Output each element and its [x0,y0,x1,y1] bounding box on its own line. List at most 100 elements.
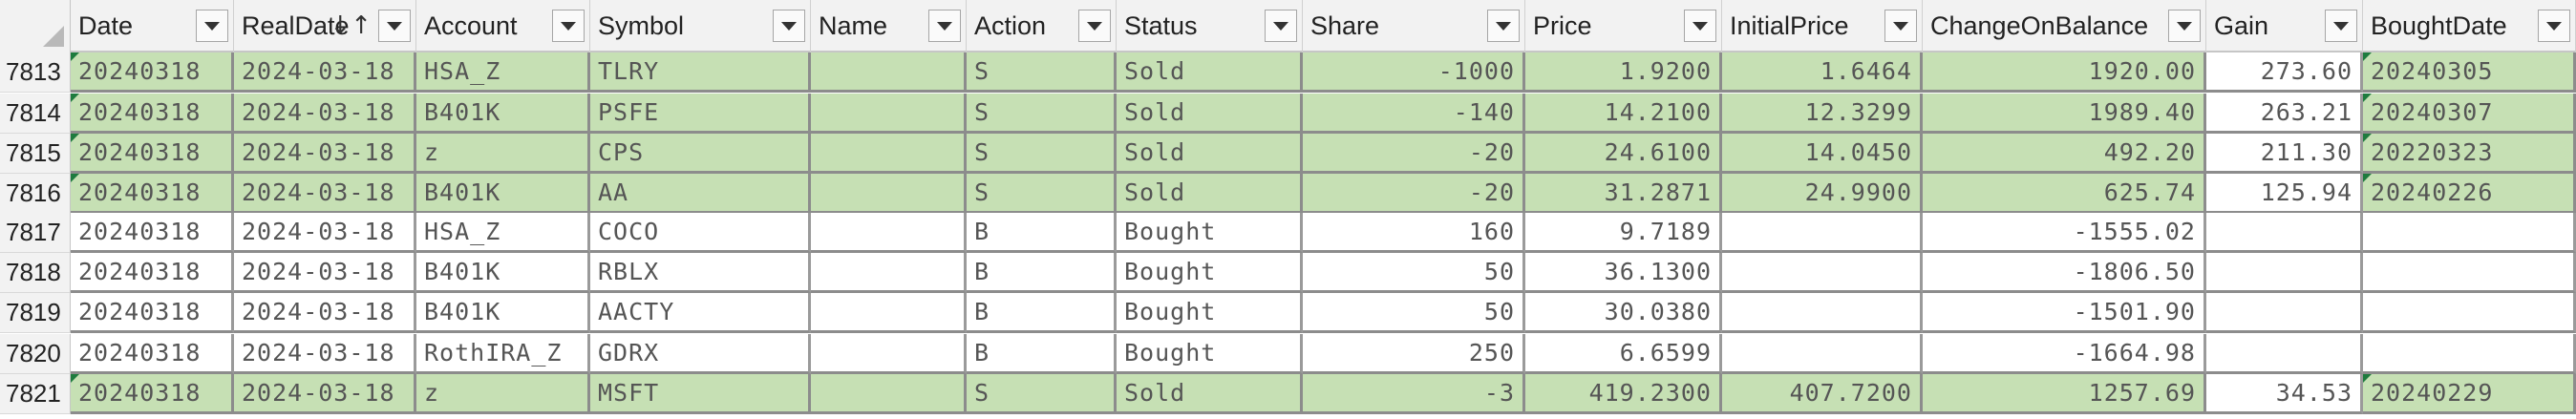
cell-price[interactable]: 1.9200 [1525,52,1722,93]
column-header-account[interactable]: Account [416,0,590,52]
cell-symbol[interactable]: GDRX [590,334,811,374]
cell-changeonbalance[interactable]: 1257.69 [1923,374,2206,414]
filter-dropdown-button[interactable] [928,10,961,42]
select-all-corner[interactable] [0,0,71,52]
cell-name[interactable] [811,334,967,374]
cell-account[interactable]: z [416,134,590,174]
row-number[interactable]: 7816 [0,174,71,214]
cell-status[interactable]: Sold [1117,134,1303,174]
cell-gain[interactable]: 34.53 [2206,374,2363,414]
filter-dropdown-button[interactable] [1265,10,1297,42]
column-header-date[interactable]: Date [71,0,234,52]
cell-symbol[interactable]: PSFE [590,94,811,134]
cell-initialprice[interactable]: 12.3299 [1722,94,1923,134]
column-header-name[interactable]: Name [811,0,967,52]
row-number[interactable]: 7815 [0,134,71,174]
row-number[interactable]: 7819 [0,293,71,333]
column-header-share[interactable]: Share [1303,0,1525,52]
cell-boughtdate[interactable] [2363,253,2576,293]
cell-action[interactable]: B [967,213,1117,253]
cell-realdate[interactable]: 2024-03-18 [234,52,416,93]
cell-boughtdate[interactable]: 20240307 [2363,94,2576,134]
cell-price[interactable]: 419.2300 [1525,374,1722,414]
row-number[interactable]: 7821 [0,374,71,414]
cell-share[interactable]: 160 [1303,213,1525,253]
cell-realdate[interactable]: 2024-03-18 [234,213,416,253]
cell-action[interactable]: S [967,134,1117,174]
filter-dropdown-button[interactable] [1684,10,1716,42]
cell-account[interactable]: B401K [416,293,590,333]
cell-date[interactable]: 20240318 [71,334,234,374]
cell-changeonbalance[interactable]: 1920.00 [1923,52,2206,93]
cell-boughtdate[interactable] [2363,293,2576,333]
cell-changeonbalance[interactable]: -1555.02 [1923,213,2206,253]
cell-symbol[interactable]: CPS [590,134,811,174]
column-header-initialprice[interactable]: InitialPrice [1722,0,1923,52]
cell-initialprice[interactable] [1722,253,1923,293]
cell-name[interactable] [811,293,967,333]
cell-status[interactable]: Sold [1117,94,1303,134]
cell-symbol[interactable]: AA [590,174,811,214]
cell-gain[interactable]: 211.30 [2206,134,2363,174]
row-number[interactable]: 7818 [0,253,71,293]
cell-initialprice[interactable]: 1.6464 [1722,52,1923,93]
cell-name[interactable] [811,374,967,414]
cell-price[interactable]: 9.7189 [1525,213,1722,253]
cell-name[interactable] [811,253,967,293]
column-header-realdate[interactable]: RealDate ↓↑ [234,0,416,52]
cell-realdate[interactable]: 2024-03-18 [234,374,416,414]
cell-share[interactable]: -1000 [1303,52,1525,93]
cell-gain[interactable] [2206,213,2363,253]
cell-share[interactable]: 50 [1303,293,1525,333]
cell-account[interactable]: HSA_Z [416,213,590,253]
cell-date[interactable]: 20240318 [71,374,234,414]
cell-account[interactable]: B401K [416,94,590,134]
cell-gain[interactable]: 273.60 [2206,52,2363,93]
cell-gain[interactable] [2206,253,2363,293]
cell-boughtdate[interactable] [2363,334,2576,374]
cell-realdate[interactable]: 2024-03-18 [234,253,416,293]
cell-date[interactable]: 20240318 [71,134,234,174]
column-header-action[interactable]: Action [967,0,1117,52]
cell-share[interactable]: 250 [1303,334,1525,374]
cell-realdate[interactable]: 2024-03-18 [234,94,416,134]
cell-boughtdate[interactable] [2363,213,2576,253]
cell-status[interactable]: Sold [1117,174,1303,214]
cell-symbol[interactable]: MSFT [590,374,811,414]
filter-dropdown-button[interactable] [1487,10,1520,42]
cell-account[interactable]: z [416,374,590,414]
cell-symbol[interactable]: TLRY [590,52,811,93]
cell-name[interactable] [811,134,967,174]
cell-changeonbalance[interactable]: 1989.40 [1923,94,2206,134]
column-header-symbol[interactable]: Symbol [590,0,811,52]
cell-account[interactable]: B401K [416,253,590,293]
cell-realdate[interactable]: 2024-03-18 [234,134,416,174]
cell-action[interactable]: B [967,293,1117,333]
cell-share[interactable]: 50 [1303,253,1525,293]
cell-action[interactable]: S [967,52,1117,93]
cell-changeonbalance[interactable]: 492.20 [1923,134,2206,174]
cell-initialprice[interactable]: 14.0450 [1722,134,1923,174]
cell-changeonbalance[interactable]: -1806.50 [1923,253,2206,293]
cell-action[interactable]: S [967,94,1117,134]
cell-action[interactable]: S [967,374,1117,414]
cell-share[interactable]: -20 [1303,134,1525,174]
cell-symbol[interactable]: COCO [590,213,811,253]
cell-price[interactable]: 6.6599 [1525,334,1722,374]
row-number[interactable]: 7817 [0,213,71,253]
filter-dropdown-button[interactable] [2325,10,2357,42]
cell-date[interactable]: 20240318 [71,52,234,93]
cell-account[interactable]: HSA_Z [416,52,590,93]
cell-price[interactable]: 36.1300 [1525,253,1722,293]
cell-symbol[interactable]: RBLX [590,253,811,293]
cell-gain[interactable] [2206,334,2363,374]
cell-price[interactable]: 24.6100 [1525,134,1722,174]
cell-price[interactable]: 14.2100 [1525,94,1722,134]
cell-realdate[interactable]: 2024-03-18 [234,334,416,374]
filter-dropdown-button[interactable] [196,10,228,42]
cell-name[interactable] [811,52,967,93]
cell-price[interactable]: 30.0380 [1525,293,1722,333]
cell-date[interactable]: 20240318 [71,94,234,134]
cell-gain[interactable]: 125.94 [2206,174,2363,214]
cell-changeonbalance[interactable]: 625.74 [1923,174,2206,214]
